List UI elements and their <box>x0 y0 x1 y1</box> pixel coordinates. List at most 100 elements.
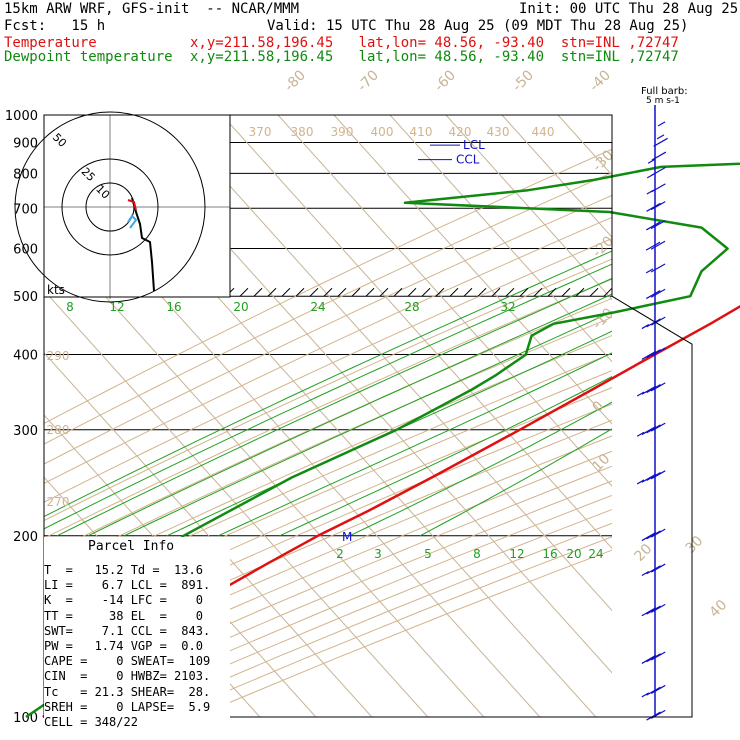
parcel-row: T = 15.2 Td = 13.6 <box>44 563 203 577</box>
dry-adiabat-line <box>44 435 612 680</box>
wind-barb <box>657 121 666 127</box>
mixing-ratio-label: 2 <box>336 547 344 561</box>
mixing-ratio-label: 8 <box>473 547 481 561</box>
hodograph-trace-low <box>127 199 137 211</box>
hatch-tick <box>435 287 445 297</box>
parcel-row: CAPE = 0 SWEAT= 109 <box>44 654 211 669</box>
pressure-tick-label: 300 <box>13 424 38 439</box>
isotherm-line <box>44 289 429 717</box>
wind-barb-feather <box>641 385 657 395</box>
wind-barb-feather <box>646 384 661 394</box>
pressure-tick-label: 900 <box>13 137 38 152</box>
parcel-row: K = -14 LFC = 0 <box>44 593 203 608</box>
mixing-ratio-label: 16 <box>166 300 181 314</box>
wind-barb-feather <box>646 318 661 328</box>
wind-barb <box>641 347 666 360</box>
valid-time: Valid: 15 UTC Thu 28 Aug 25 (09 MDT Thu … <box>267 18 689 34</box>
dry-adiabat-line <box>44 172 612 445</box>
dry-adiabat-line <box>44 148 612 425</box>
mixing-ratio-line <box>673 115 740 296</box>
dry-adiabat-line <box>44 419 612 666</box>
mixing-ratio-label: 8 <box>66 300 74 314</box>
wind-barb <box>646 220 666 231</box>
wind-barb-feather <box>646 202 661 212</box>
dry-adiabat-line <box>44 334 612 590</box>
wind-barb-half <box>646 173 655 179</box>
mixing-ratio-label: 16 <box>542 547 557 561</box>
hodograph-unit-label: kts <box>47 283 65 297</box>
isotherm-line <box>333 115 612 425</box>
wind-barb-feather <box>650 347 666 357</box>
wind-barb <box>656 134 665 140</box>
theta-label: 400 <box>371 125 394 139</box>
isotherm-label: -40 <box>587 67 614 94</box>
hatch-tick <box>295 287 305 297</box>
theta-label: 430 <box>487 125 510 139</box>
theta-label: 390 <box>331 125 354 139</box>
parcel-row: Tc = 21.3 SHEAR= 28. <box>44 684 211 699</box>
wind-barb-half <box>657 121 666 127</box>
temperature-info: x,y=211.58,196.45 lat,lon= 48.56, -93.40… <box>190 35 679 51</box>
dry-adiabat-line <box>44 278 612 539</box>
moist-adiabat-line <box>56 277 612 537</box>
wind-barb-feather <box>650 316 666 326</box>
isotherm-label: -80 <box>282 67 309 94</box>
dry-adiabat-line <box>44 258 612 522</box>
wind-barb-feather <box>651 151 667 161</box>
isotherm-line <box>445 115 612 301</box>
hatch-tick <box>589 287 599 297</box>
mixing-ratio-line <box>700 115 740 296</box>
isotherm-label: -20 <box>590 233 617 260</box>
hatch-tick <box>477 287 487 297</box>
mixing-ratio-label: 5 <box>424 547 432 561</box>
wind-barb-feather <box>641 426 657 436</box>
dry-adiabat-line <box>44 316 612 573</box>
m-marker: M <box>342 530 352 544</box>
hatch-tick <box>519 287 529 297</box>
wind-barb-feather <box>646 686 661 696</box>
moist-adiabat-line <box>218 352 612 537</box>
wind-barb <box>646 288 666 300</box>
moist-adiabat-line <box>44 263 612 530</box>
hatch-tick <box>407 287 417 297</box>
hatch-tick <box>575 287 585 297</box>
hodograph-axes <box>44 115 230 299</box>
wind-barb <box>646 183 666 195</box>
mixing-ratio-line <box>737 115 740 296</box>
wind-barb-feather <box>645 241 661 251</box>
hatch-tick <box>351 287 361 297</box>
wind-barb <box>636 470 666 485</box>
wind-barb <box>636 382 666 397</box>
wind-barb <box>641 603 666 617</box>
isotherm-line <box>389 115 612 363</box>
hodograph-trace-mid <box>127 214 138 229</box>
hatch-tick <box>365 287 375 297</box>
isotherm-label: -30 <box>590 147 617 174</box>
pressure-tick-label: 800 <box>13 167 38 182</box>
wind-barb-feather <box>646 471 661 482</box>
wind-barb-half <box>647 158 656 164</box>
dry-adiabat-line <box>44 450 612 694</box>
hodograph-box <box>43 114 231 298</box>
parcel-row: SWT= 7.1 CCL = 843. <box>44 623 211 638</box>
isotherm-line <box>277 115 612 487</box>
wind-barb-half <box>641 324 650 330</box>
isotherm-label: 10 <box>590 451 614 475</box>
wind-barb-feather <box>646 221 661 231</box>
hatch-tick <box>463 287 473 297</box>
wind-barb-feather <box>641 607 657 617</box>
wind-barb-feather <box>650 288 666 298</box>
isotherm-line <box>165 115 612 612</box>
wind-barb-feather <box>641 654 657 664</box>
theta-label: 420 <box>449 125 472 139</box>
wind-barb-feather <box>650 528 666 538</box>
moist-adiabat-line <box>44 250 612 518</box>
wind-barb-feather <box>646 349 661 359</box>
dewpoint-info: x,y=211.58,196.45 lat,lon= 48.56, -93.40… <box>190 49 679 65</box>
parcel-row: CELL = 348/22 <box>44 714 138 729</box>
parcel-info-panel: T = 15.2 Td = 13.6 LI = 6.7 LCL = 891. K… <box>44 537 230 733</box>
mixing-ratio-label: 24 <box>588 547 603 561</box>
isotherm-line <box>557 115 612 176</box>
dry-adiabat-line <box>44 194 612 465</box>
